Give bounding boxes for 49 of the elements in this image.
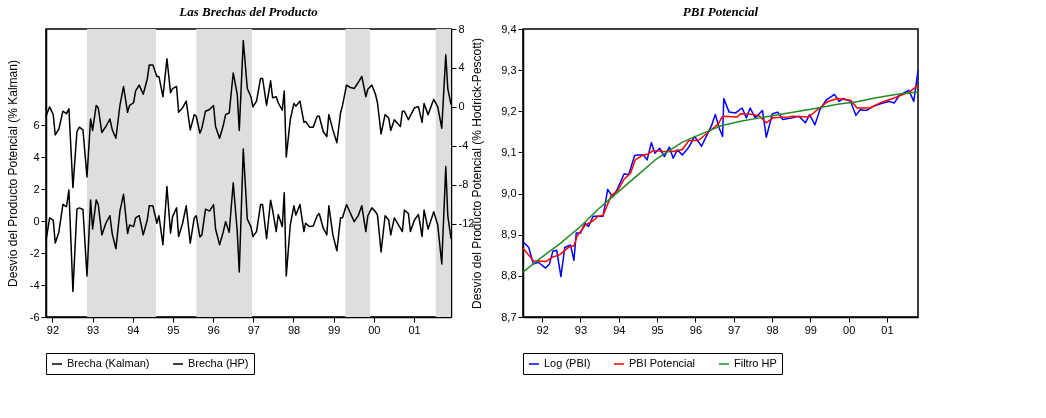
x-tick-label: 95 <box>651 323 664 336</box>
legend-label: PBI Potencial <box>629 357 696 369</box>
x-tick-label: 94 <box>127 323 140 336</box>
x-tick-label: 99 <box>804 323 817 336</box>
y2-tick-label: 0 <box>458 100 465 113</box>
y2-tick-label: -8 <box>458 178 469 191</box>
x-tick-label: 92 <box>536 323 549 336</box>
x-tick-label: 95 <box>167 323 180 336</box>
x-tick-label: 01 <box>408 323 421 336</box>
x-tick-label: 96 <box>689 323 703 336</box>
x-tick-label: 00 <box>368 323 381 336</box>
x-tick-label: 93 <box>86 323 100 336</box>
y-tick-label: -6 <box>29 310 40 323</box>
x-tick-label: 92 <box>46 323 60 336</box>
x-tick-label: 93 <box>574 323 588 336</box>
y-tick-label: -2 <box>29 246 40 259</box>
x-tick-label: 94 <box>613 323 626 336</box>
x-tick-label: 97 <box>247 323 260 336</box>
legend-label: Brecha (Kalman) <box>67 357 150 369</box>
y-tick-label: 8,7 <box>501 310 517 323</box>
x-tick-label: 98 <box>287 323 301 336</box>
y2-tick-label: 4 <box>458 61 465 74</box>
y-tick-label: 0 <box>33 214 40 227</box>
y-tick-label: 9,2 <box>501 104 517 117</box>
y2-tick-label: -4 <box>458 139 469 152</box>
y-tick-label: -4 <box>29 278 40 291</box>
x-tick-label: 96 <box>207 323 220 336</box>
chart-title: PBI Potencial <box>682 4 759 19</box>
x-tick-label: 99 <box>328 323 341 336</box>
x-tick-label: 01 <box>881 323 894 336</box>
y-tick-label: 9,0 <box>501 187 517 200</box>
y-tick-label: 4 <box>33 150 40 163</box>
x-tick-label: 00 <box>843 323 856 336</box>
legend-label: Filtro HP <box>734 357 777 369</box>
legend-label: Log (PBI) <box>544 357 591 369</box>
y-tick-label: 8,8 <box>501 269 517 282</box>
y-tick-label: 8,9 <box>501 228 517 241</box>
y-tick-label: 9,3 <box>501 63 517 76</box>
y2-tick-label: -12 <box>458 217 475 230</box>
y-tick-label: 9,1 <box>501 145 517 158</box>
y-tick-label: 2 <box>33 182 40 195</box>
chart-title: Las Brechas del Producto <box>178 4 319 19</box>
y-axis-title: Desvío del Producto Potencial (% Kalman) <box>5 60 20 287</box>
y2-tick-label: 8 <box>458 22 465 35</box>
x-tick-label: 97 <box>728 323 741 336</box>
y-tick-label: 9,4 <box>501 22 517 35</box>
legend-label: Brecha (HP) <box>188 357 249 369</box>
y-tick-label: 6 <box>33 118 40 131</box>
x-tick-label: 98 <box>766 323 779 336</box>
